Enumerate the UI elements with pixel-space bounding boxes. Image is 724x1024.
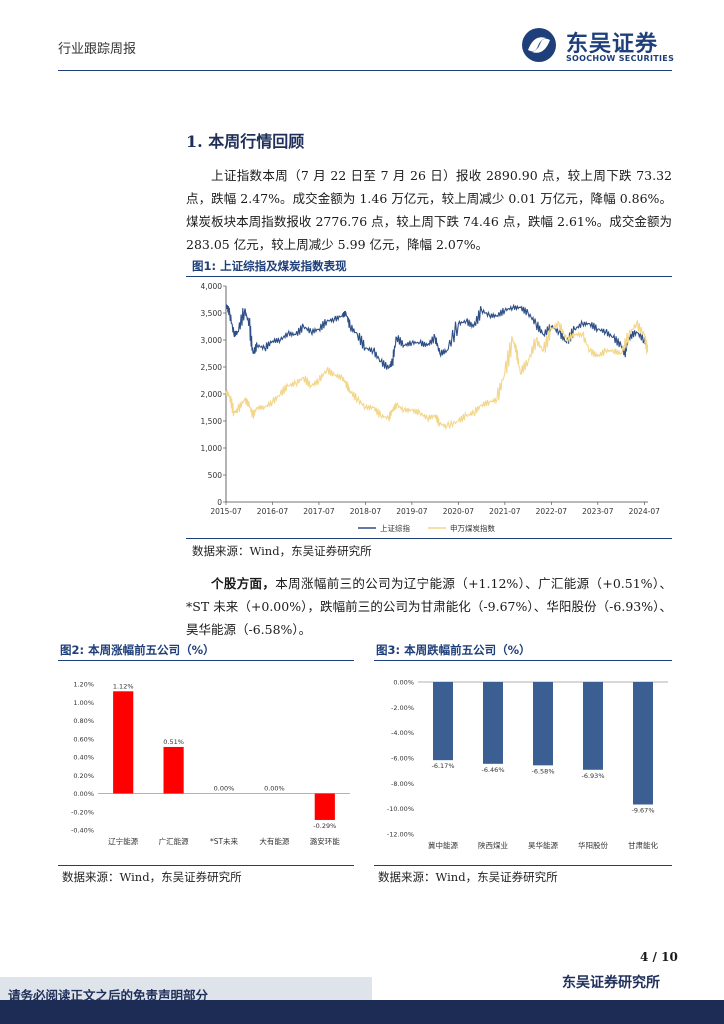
paragraph-market-review: 上证指数本周（7 月 22 日至 7 月 26 日）报收 2890.90 点，较…	[186, 164, 672, 256]
category-label: 潞安环能	[310, 836, 340, 846]
category-label: 广汇能源	[159, 836, 189, 846]
y-tick-label: 0.40%	[73, 754, 94, 762]
x-tick-label: 2020-07	[443, 507, 475, 516]
report-type-label: 行业跟踪周报	[58, 42, 137, 57]
category-label: 昊华能源	[528, 840, 558, 850]
y-tick-label: -4.00%	[391, 729, 414, 737]
y-tick-label: 3,500	[201, 309, 223, 318]
paragraph-text: 本周涨幅前三的公司为辽宁能源（+1.12%）、广汇能源（+0.51%）、*ST …	[186, 576, 672, 637]
y-tick-label: 4,000	[201, 282, 223, 291]
fig3-source: 数据来源：Wind，东吴证券研究所	[378, 870, 558, 884]
legend-label-coal: 申万煤炭指数	[450, 523, 495, 533]
soochow-logo-icon	[522, 28, 556, 62]
fig1-title: 图1: 上证综指及煤炭指数表现	[192, 259, 347, 273]
y-tick-label: -6.00%	[391, 755, 414, 763]
y-tick-label: 0.00%	[73, 790, 94, 798]
disclaimer-text: 请务必阅读正文之后的免责声明部分	[8, 988, 209, 1003]
bar-value-label: -6.17%	[432, 762, 455, 770]
y-tick-label: -8.00%	[391, 780, 414, 788]
y-tick-label: 2,000	[201, 390, 223, 399]
y-tick-label: 0.60%	[73, 735, 94, 743]
category-label: 冀中能源	[428, 840, 458, 850]
y-tick-label: 2,500	[201, 363, 223, 372]
category-label: 华阳股份	[578, 840, 608, 850]
institute-name: 东吴证券研究所	[562, 975, 660, 991]
bar-0	[113, 691, 134, 794]
bar-value-label: 0.00%	[264, 785, 285, 793]
paragraph-text: 上证指数本周（7 月 22 日至 7 月 26 日）报收 2890.90 点，较…	[186, 168, 672, 252]
bar-value-label: 0.51%	[163, 738, 184, 746]
y-tick-label: 1,000	[201, 444, 223, 453]
y-tick-label: 0.00%	[393, 679, 414, 687]
y-tick-label: 1,500	[201, 417, 223, 426]
bar-1	[163, 746, 184, 794]
fig2-title: 图2: 本周涨幅前五公司（%）	[60, 643, 215, 657]
legend-label-sse: 上证综指	[380, 523, 410, 533]
y-tick-label: -0.40%	[71, 827, 94, 835]
logo-text-en: SOOCHOW SECURITIES	[566, 54, 675, 63]
x-tick-label: 2021-07	[489, 507, 521, 516]
header-divider	[58, 70, 672, 71]
y-tick-label: -0.20%	[71, 808, 94, 816]
category-label: 陕西煤业	[478, 840, 508, 850]
bar-value-label: -6.58%	[532, 767, 555, 775]
series-line-coal-index	[225, 320, 649, 431]
y-tick-label: 1.20%	[73, 681, 94, 689]
category-label: *ST未来	[210, 836, 239, 846]
fig2-bar-chart: 1.20% 1.00% 0.80% 0.60% 0.40% 0.20% 0.00% -0.20…	[71, 681, 350, 846]
paragraph-stocks: 个股方面，本周涨幅前三的公司为辽宁能源（+1.12%）、广汇能源（+0.51%）…	[186, 572, 672, 641]
fig2-top-rule	[58, 660, 354, 661]
y-tick-label: 0.80%	[73, 717, 94, 725]
footer-bar	[0, 1000, 724, 1024]
fig3-top-rule	[374, 660, 672, 661]
fig1-bottom-rule	[186, 538, 672, 539]
y-tick-label: -2.00%	[391, 704, 414, 712]
bar-value-label: -9.67%	[632, 806, 655, 814]
x-tick-label: 2019-07	[396, 507, 428, 516]
fig2-source: 数据来源：Wind，东吴证券研究所	[62, 870, 242, 884]
fig1-source: 数据来源：Wind，东吴证券研究所	[192, 544, 372, 558]
bar-value-label: -6.46%	[482, 766, 505, 774]
category-label: 大有能源	[259, 836, 289, 846]
fig3-bar-chart: 0.00% -2.00% -4.00% -6.00% -8.00% -10.00% -12.…	[387, 679, 668, 850]
x-tick-label: 2015-07	[210, 507, 242, 516]
section-title: 1. 本周行情回顾	[186, 132, 305, 151]
bar-value-label: 0.00%	[214, 785, 235, 793]
bar-4	[633, 682, 653, 805]
bar-0	[433, 682, 453, 761]
y-tick-label: -10.00%	[387, 805, 414, 813]
fig2-bottom-rule	[58, 865, 354, 866]
page-number: 4 / 10	[640, 950, 678, 964]
bar-value-label: -0.29%	[313, 822, 336, 830]
bar-2	[533, 682, 553, 766]
fig1-line-chart: 0 500 1,000 1,500 2,000 2,500 3,000 3,500 4,000 2…	[201, 282, 661, 533]
x-tick-label: 2022-07	[536, 507, 568, 516]
x-tick-label: 2023-07	[582, 507, 614, 516]
bar-4	[314, 793, 335, 820]
x-tick-label: 2016-07	[257, 507, 289, 516]
y-tick-label: 1.00%	[73, 699, 94, 707]
logo-text-cn: 东吴证券	[566, 32, 659, 57]
fig3-title: 图3: 本周跌幅前五公司（%）	[376, 643, 531, 657]
bar-value-label: -6.93%	[582, 772, 605, 780]
x-tick-label: 2017-07	[303, 507, 335, 516]
bar-value-label: 1.12%	[113, 682, 134, 690]
fig3-bottom-rule	[374, 865, 672, 866]
paragraph-lead: 个股方面，	[211, 576, 276, 591]
bar-1	[483, 682, 503, 764]
series-line-sse-composite	[225, 303, 648, 370]
category-label: 甘肃能化	[628, 840, 658, 850]
y-tick-label: 500	[208, 471, 223, 480]
y-tick-label: 0	[217, 498, 222, 507]
fig1-top-rule	[186, 276, 672, 277]
bar-3	[583, 682, 603, 770]
y-tick-label: 0.20%	[73, 772, 94, 780]
y-tick-label: -12.00%	[387, 831, 414, 839]
x-tick-label: 2018-07	[350, 507, 382, 516]
y-tick-label: 3,000	[201, 336, 223, 345]
x-tick-label: 2024-07	[629, 507, 661, 516]
category-label: 辽宁能源	[108, 836, 138, 846]
